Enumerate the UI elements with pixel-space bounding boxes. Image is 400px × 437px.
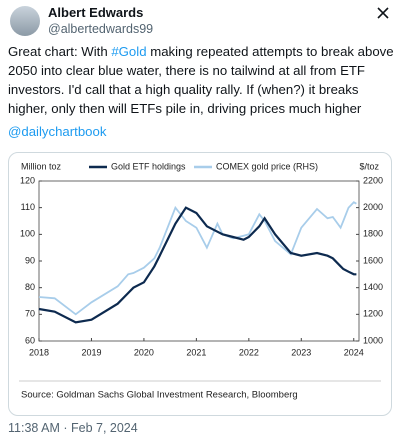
series-line (38, 206, 357, 324)
plot-frame (38, 180, 360, 342)
chart: Million toz $/toz 60 70 80 90 100 110 120 1000 120… (19, 161, 383, 401)
author-handle[interactable]: @albertedwards99 (48, 22, 154, 36)
y2-tick-label: 1400 (363, 282, 383, 292)
tweet-text: Great chart: With #Gold making repeated … (8, 42, 394, 118)
y2-tick-label: 1200 (363, 309, 383, 319)
x-tick-label: 2020 (134, 347, 154, 357)
y-tick-label: 70 (25, 309, 35, 319)
timestamp: 11:38 AM · Feb 7, 2024 (8, 421, 138, 435)
y2-axis-label: $/toz (359, 161, 379, 171)
series-line (38, 201, 357, 316)
legend-label: Gold ETF holdings (111, 161, 186, 171)
y2-tick-label: 2000 (363, 202, 383, 212)
x-tick-label: 2024 (344, 347, 364, 357)
y2-tick-label: 1000 (363, 335, 383, 345)
y-tick-label: 110 (21, 202, 35, 212)
y2-tick-label: 1800 (363, 229, 383, 239)
y-axis-label: Million toz (21, 161, 62, 171)
y-tick-label: 90 (25, 255, 35, 265)
chart-card: Million toz $/toz 60 70 80 90 100 110 120 1000 120… (8, 152, 392, 416)
y-tick-label: 120 (20, 175, 35, 185)
avatar[interactable] (10, 6, 40, 36)
text: making repeated attempts to break above … (8, 44, 394, 116)
mention[interactable]: @dailychartbook (8, 124, 107, 139)
y2-tick-label: 1600 (363, 255, 383, 265)
x-tick-label: 2019 (81, 347, 101, 357)
author-name[interactable]: Albert Edwards (48, 5, 144, 20)
hashtag[interactable]: #Gold (111, 44, 147, 59)
source-note: Source: Goldman Sachs Global Investment … (21, 390, 298, 401)
close-button[interactable] (376, 6, 390, 20)
y2-tick-label: 2200 (363, 175, 383, 185)
y-tick-label: 100 (20, 229, 35, 239)
legend-label: COMEX gold price (RHS) (216, 161, 318, 171)
x-tick-label: 2018 (29, 347, 49, 357)
text: Great chart: With (8, 44, 112, 59)
y-tick-label: 80 (25, 282, 35, 292)
x-tick-label: 2022 (239, 347, 259, 357)
y-tick-label: 60 (25, 335, 35, 345)
x-tick-label: 2021 (186, 347, 206, 357)
x-tick-label: 2023 (291, 347, 311, 357)
